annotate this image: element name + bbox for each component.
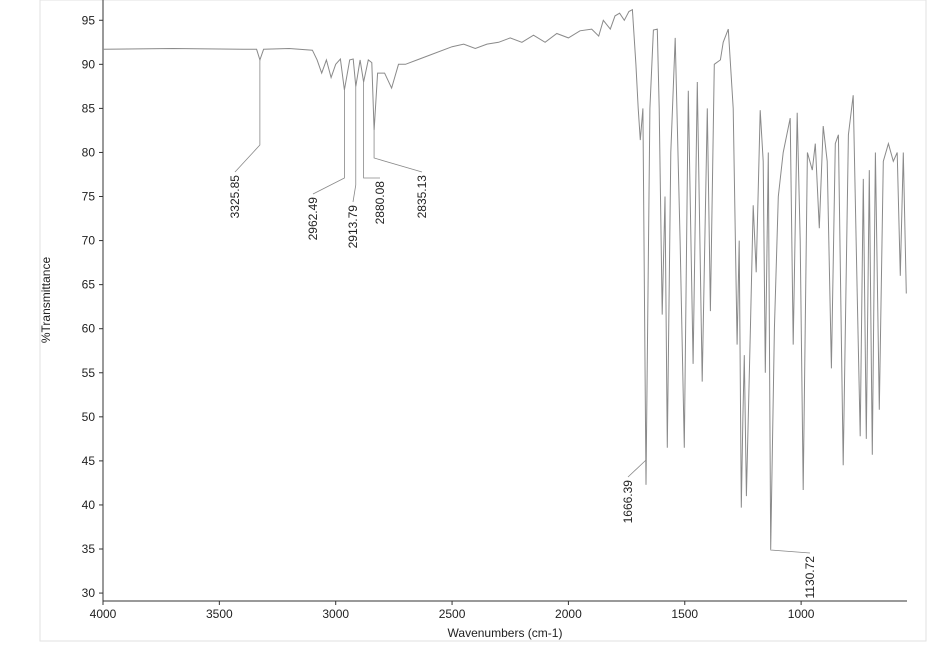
annotation-label: 2880.08	[373, 181, 387, 225]
x-tick-label: 1000	[788, 607, 815, 621]
annotation-leader	[352, 86, 357, 203]
y-tick-label: 85	[82, 101, 96, 115]
annotation-leader	[312, 89, 345, 195]
spectrum-line	[102, 8, 907, 550]
x-tick-label: 4000	[90, 607, 117, 621]
y-tick-label: 35	[82, 542, 96, 556]
y-tick-label: 75	[82, 190, 96, 204]
y-tick-label: 60	[82, 322, 96, 336]
frame	[39, 0, 927, 642]
annotation-leader	[234, 59, 261, 173]
x-tick-label: 3500	[206, 607, 233, 621]
annotation-label: 2913.79	[346, 205, 360, 249]
y-tick-label: 40	[82, 498, 96, 512]
y-tick-label: 65	[82, 278, 96, 292]
y-tick-label: 50	[82, 410, 96, 424]
x-tick-label: 1500	[671, 607, 698, 621]
y-axis-label: %Transmittance	[39, 257, 53, 344]
x-axis-label: Wavenumbers (cm-1)	[448, 626, 563, 640]
x-tick-label: 3000	[322, 607, 349, 621]
annotation-label: 2962.49	[306, 197, 320, 241]
annotation-label: 3325.85	[228, 175, 242, 219]
y-tick-label: 95	[82, 13, 96, 27]
y-tick-label: 30	[82, 586, 96, 600]
x-tick-label: 2000	[555, 607, 582, 621]
annotation-label: 1130.72	[803, 556, 817, 599]
y-tick-label: 80	[82, 145, 96, 159]
y-tick-label: 45	[82, 454, 96, 468]
y-tick-label: 55	[82, 366, 96, 380]
y-tick-label: 90	[82, 57, 96, 71]
y-tick-label: 70	[82, 234, 96, 248]
annotation-leader	[363, 81, 380, 179]
annotation-leader	[627, 459, 647, 485]
annotation-label: 1666.39	[621, 480, 635, 524]
x-tick-label: 2500	[439, 607, 466, 621]
annotation-leader	[770, 549, 811, 554]
annotation-leader	[373, 130, 423, 173]
annotation-label: 2835.13	[415, 175, 429, 219]
